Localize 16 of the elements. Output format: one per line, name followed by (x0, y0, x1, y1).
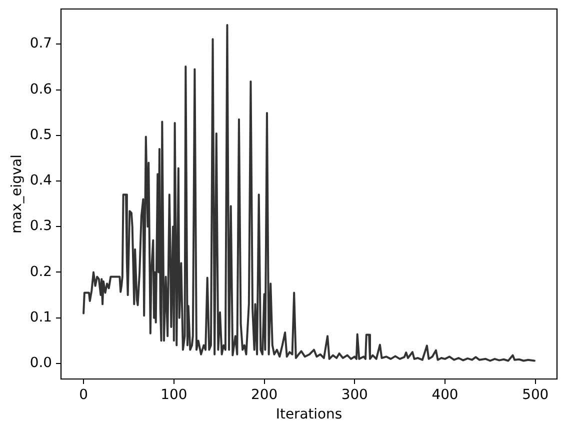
y-tick-label: 0.2 (30, 264, 52, 280)
x-tick-label: 100 (160, 386, 188, 403)
y-tick-label: 0.1 (30, 309, 52, 326)
x-tick-label: 300 (341, 386, 368, 403)
x-axis-title: Iterations (276, 406, 342, 423)
x-tick-label: 200 (251, 386, 278, 403)
y-tick-label: 0.3 (30, 218, 52, 234)
x-tick-label: 500 (522, 386, 549, 403)
y-axis-title: max_eigval (8, 154, 25, 234)
y-tick-label: 0.6 (30, 81, 52, 98)
y-tick-label: 0.7 (30, 36, 52, 52)
x-tick-label: 0 (79, 386, 88, 403)
y-tick-label: 0.4 (30, 172, 52, 189)
y-tick-label: 0.5 (30, 126, 52, 143)
y-tick-label: 0.0 (30, 355, 52, 372)
x-tick-label: 400 (432, 386, 458, 403)
